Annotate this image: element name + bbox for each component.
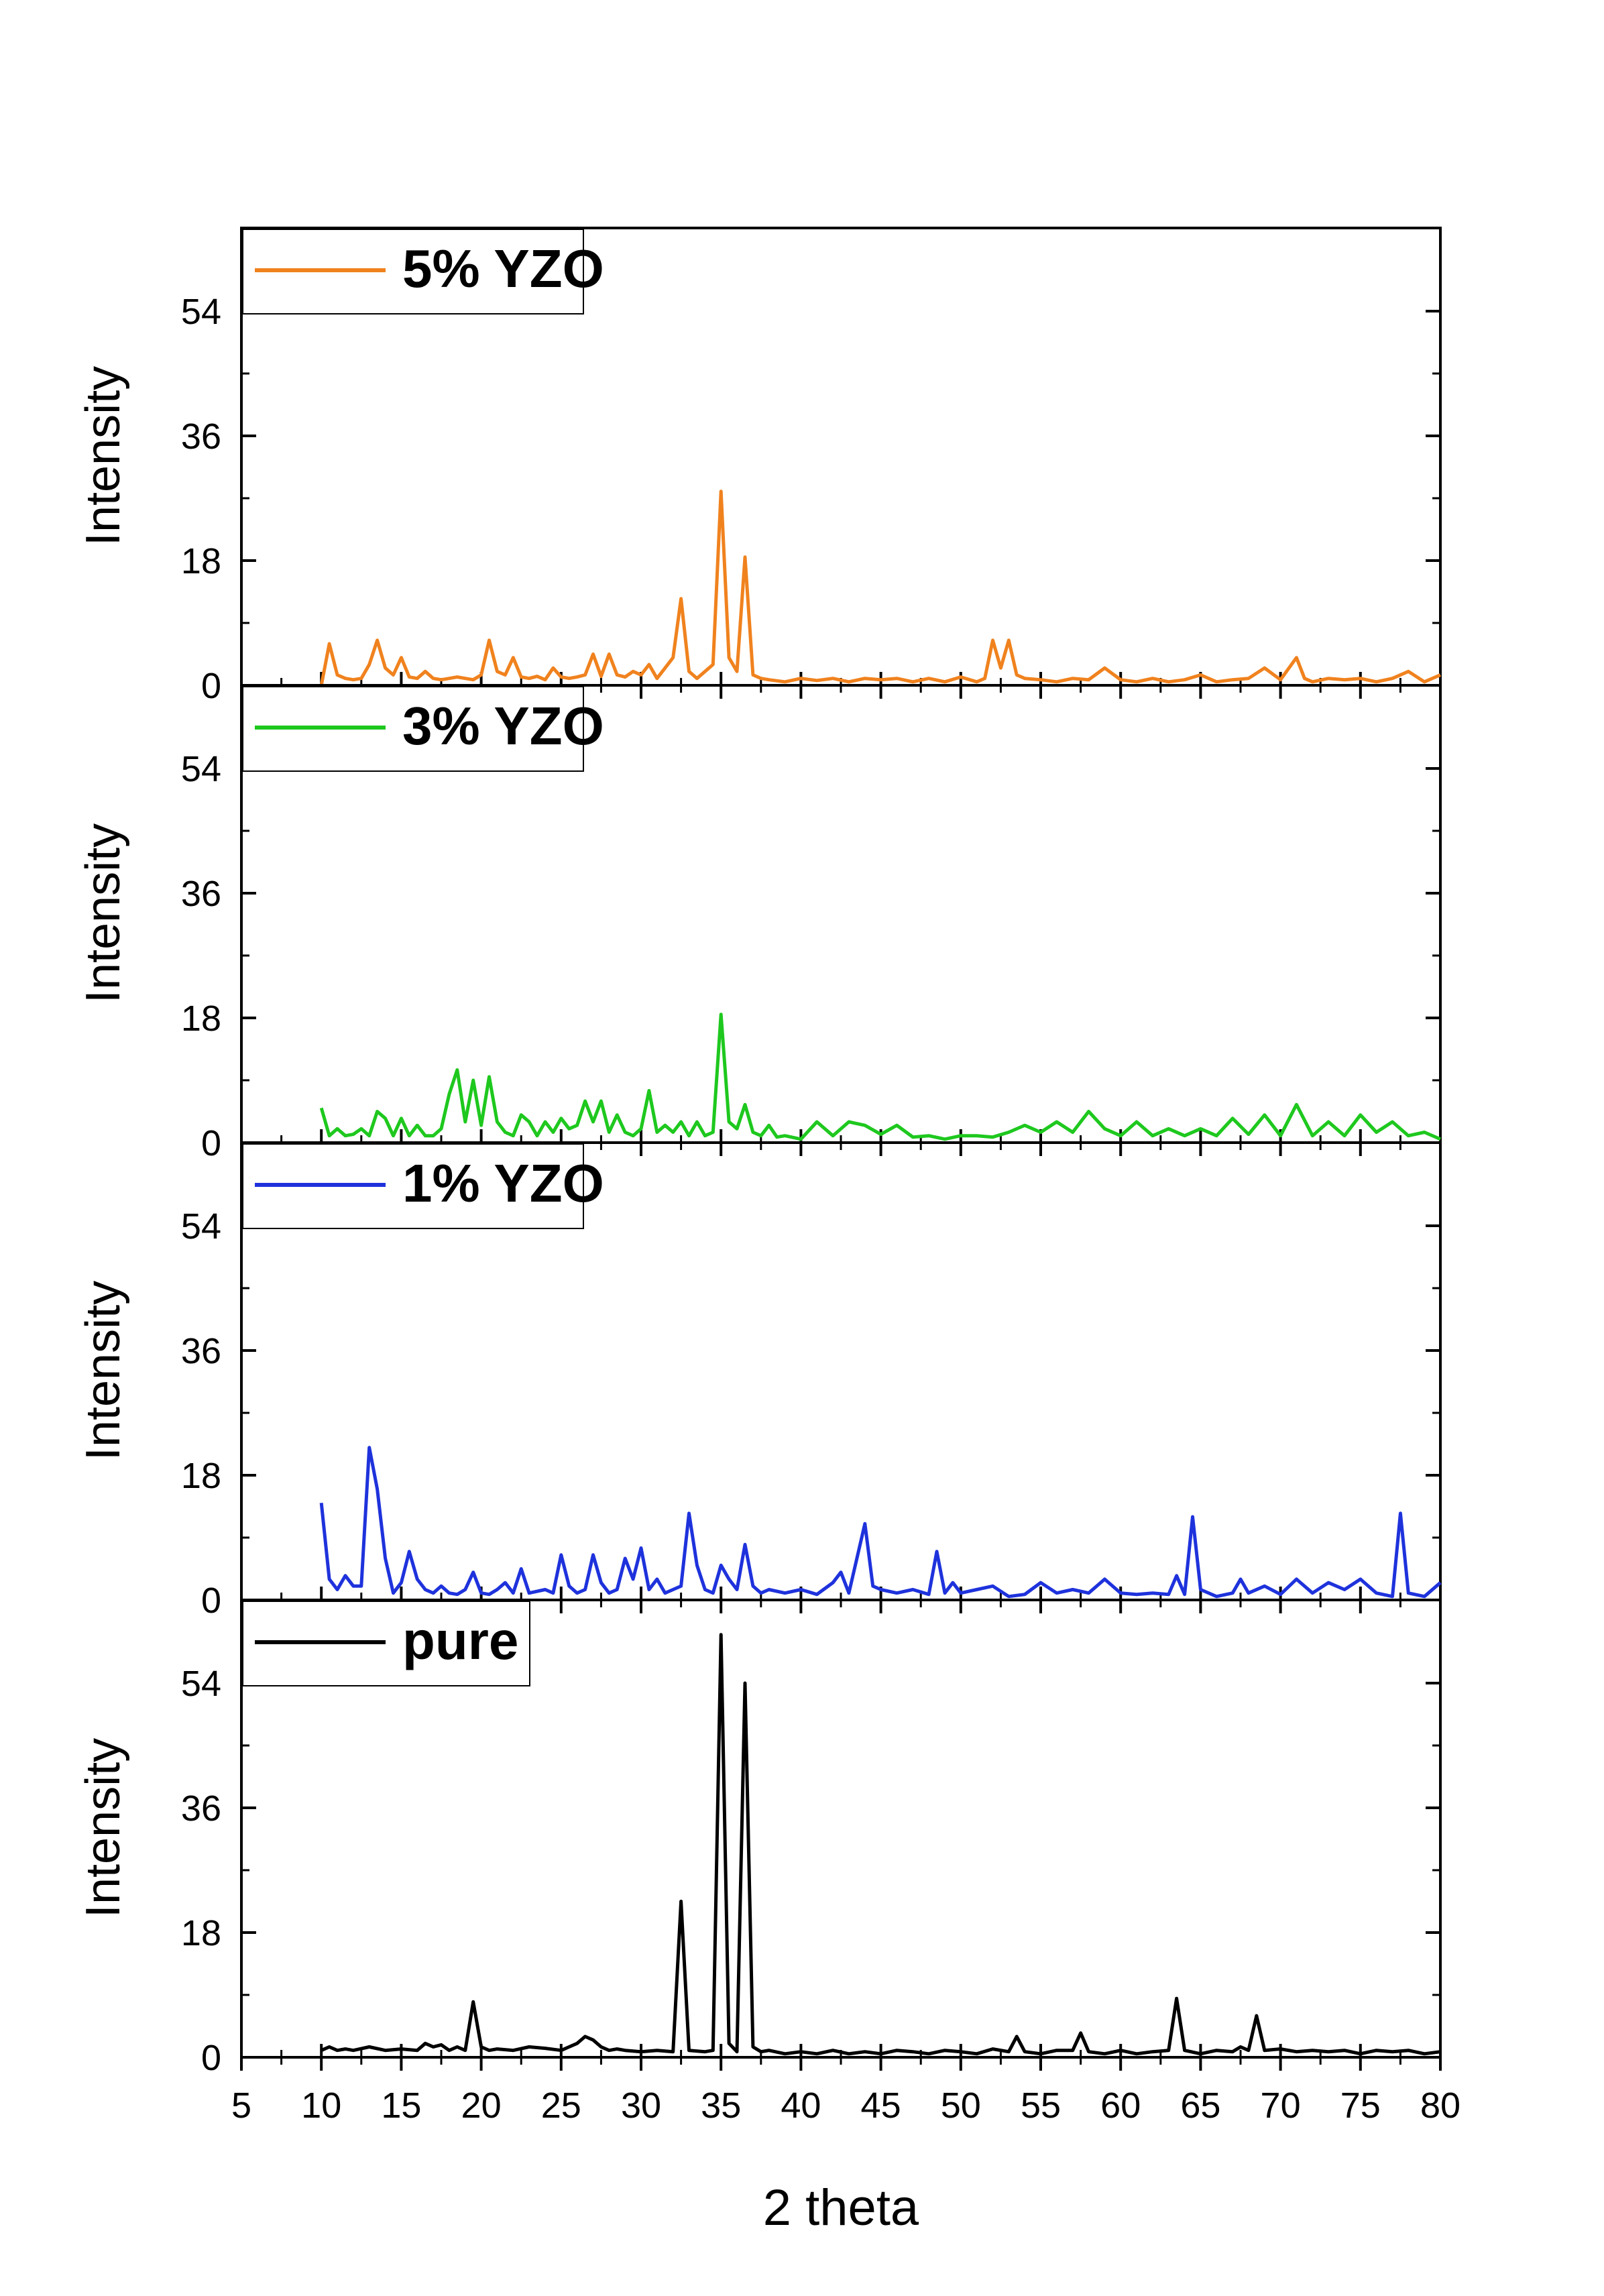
y-tick-label: 18 — [181, 1456, 221, 1496]
x-tick-label: 50 — [941, 2085, 981, 2126]
y-tick-label: 54 — [181, 749, 221, 789]
y-axis-label: Intensity — [76, 1281, 130, 1460]
x-tick-label: 15 — [381, 2085, 421, 2126]
panel-3: 0 18 36 54 Intensity pure 5 10 15 20 25 30 35 40 45 50 5… — [76, 1599, 1460, 2236]
y-tick-label: 18 — [181, 1913, 221, 1953]
x-tick-label: 65 — [1180, 2085, 1220, 2126]
y-tick-label: 18 — [181, 998, 221, 1039]
y-tick-label: 36 — [181, 1788, 221, 1829]
y-tick-label: 0 — [201, 1123, 221, 1163]
x-tick-label: 70 — [1261, 2085, 1301, 2126]
legend-label: 1% YZO — [402, 1153, 604, 1213]
panel-2: 0 18 36 54 Intensity 1% YZO — [76, 1141, 1442, 1621]
y-tick-label: 18 — [181, 541, 221, 581]
x-tick-label: 40 — [781, 2085, 821, 2126]
series-line — [319, 490, 1441, 686]
panel-0: 0 18 36 54 Intensity 5% YZO — [76, 227, 1442, 706]
legend: pure — [242, 1601, 530, 1686]
x-tick-label: 45 — [861, 2085, 901, 2126]
series-line — [319, 1446, 1442, 1599]
x-axis-label: 2 theta — [763, 2179, 919, 2236]
y-tick-label: 0 — [201, 2038, 221, 2078]
series-line — [321, 1633, 1441, 2056]
panel-1: 0 18 36 54 Intensity 3% YZO — [76, 684, 1442, 1163]
series-line — [319, 1013, 1441, 1141]
x-tick-label: 20 — [461, 2085, 502, 2126]
y-tick-label: 0 — [201, 666, 221, 706]
x-tick-label: 30 — [621, 2085, 661, 2126]
y-tick-label: 0 — [201, 1581, 221, 1621]
x-tick-label: 25 — [541, 2085, 581, 2126]
legend: 5% YZO — [242, 229, 604, 314]
x-tick-label: 80 — [1420, 2085, 1460, 2126]
legend-label: 3% YZO — [402, 696, 604, 756]
y-tick-label: 36 — [181, 1331, 221, 1371]
legend: 1% YZO — [242, 1143, 604, 1229]
legend: 3% YZO — [242, 686, 604, 772]
y-tick-label: 54 — [181, 1206, 221, 1247]
y-tick-label: 36 — [181, 874, 221, 914]
y-axis-label: Intensity — [76, 366, 130, 546]
x-tick-label: 5 — [231, 2085, 251, 2126]
x-tick-label: 35 — [701, 2085, 741, 2126]
y-axis-label: Intensity — [76, 1738, 130, 1918]
legend-label: 5% YZO — [402, 239, 604, 298]
y-axis-label: Intensity — [76, 823, 130, 1003]
x-tick-label: 60 — [1100, 2085, 1141, 2126]
x-tick-label: 75 — [1340, 2085, 1381, 2126]
y-tick-label: 36 — [181, 416, 221, 457]
x-tick-label: 55 — [1021, 2085, 1061, 2126]
y-tick-label: 54 — [181, 1664, 221, 1704]
x-tick-label: 10 — [301, 2085, 341, 2126]
y-tick-label: 54 — [181, 292, 221, 332]
legend-label: pure — [402, 1611, 518, 1670]
